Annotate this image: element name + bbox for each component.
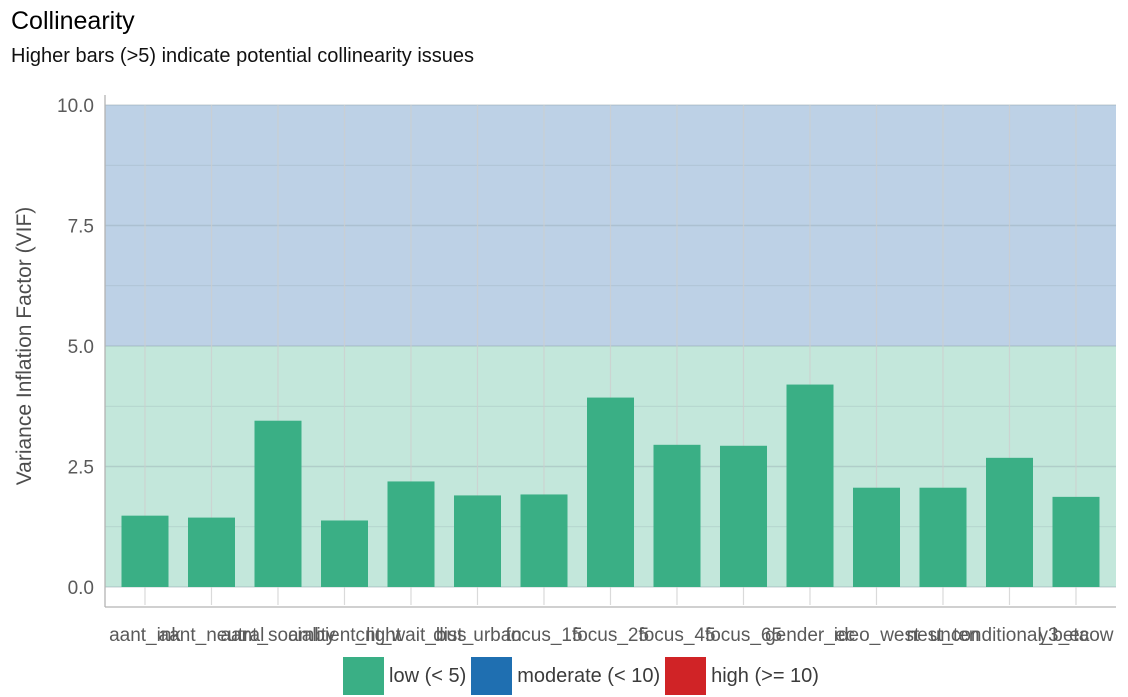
y-tick-labels: 0.0 2.5 5.0 7.5 10.0 xyxy=(57,96,94,599)
x-tick-label: focus_15 xyxy=(505,625,582,646)
bar-aant_neutral xyxy=(188,517,235,587)
x-tick-label: dist_urban xyxy=(433,625,522,646)
y-tick-label: 5.0 xyxy=(68,337,94,358)
bar-y3_ecow xyxy=(1052,496,1100,587)
x-tick-label: aant_ink xyxy=(109,625,181,646)
y-tick-label: 2.5 xyxy=(68,458,94,479)
bars xyxy=(121,384,1100,587)
bar-cnt_wait_bus xyxy=(387,481,435,587)
x-tick-label: aant_sociality xyxy=(220,625,336,646)
legend-swatch xyxy=(471,657,513,695)
y-axis-title: Variance Inflation Factor (VIF) xyxy=(13,207,36,486)
chart-subtitle: Higher bars (>5) indicate potential coll… xyxy=(11,45,475,67)
x-tick-label: cnt_wait_bus xyxy=(356,625,467,646)
bar-nest_ten xyxy=(919,487,967,587)
bar-aant_ink xyxy=(121,515,169,587)
y-tick-label: 0.0 xyxy=(68,578,94,599)
x-tick-label: y3_ecow xyxy=(1039,625,1114,646)
legend: low (< 5) moderate (< 10) high (>= 10) xyxy=(343,656,824,696)
x-tick-label: focus_25 xyxy=(572,625,649,646)
bar-focus_65 xyxy=(720,445,767,587)
bar-ideo_west xyxy=(853,487,900,587)
bar-ambient_light xyxy=(321,520,368,587)
x-tick-label: gender_ec xyxy=(765,625,855,646)
bar-focus_45 xyxy=(653,444,701,587)
chart-title: Collinearity xyxy=(11,7,135,35)
x-tick-label: aant_neutral xyxy=(159,625,265,646)
bar-unconditional_beta xyxy=(986,457,1033,587)
legend-label: low (< 5) xyxy=(389,664,467,687)
x-tick-label: focus_65 xyxy=(705,625,782,646)
legend-label: moderate (< 10) xyxy=(517,664,661,687)
legend-item-1: moderate (< 10) xyxy=(471,657,660,695)
y-tick-label: 10.0 xyxy=(57,96,94,117)
x-tick-label: focus_45 xyxy=(638,625,715,646)
y-tick-label: 7.5 xyxy=(68,217,94,238)
legend-swatch xyxy=(665,657,707,695)
x-tick-label: ideo_west xyxy=(834,625,920,646)
legend-item-2: high (>= 10) xyxy=(665,657,819,695)
legend-item-0: low (< 5) xyxy=(343,657,466,695)
x-tick-labels: aant_inkaant_neutralaant_socialityambien… xyxy=(109,625,1114,646)
bar-dist_urban xyxy=(454,495,501,587)
axes xyxy=(104,95,1116,608)
bar-focus_25 xyxy=(587,397,634,587)
legend-label: high (>= 10) xyxy=(711,664,819,687)
legend-swatch xyxy=(343,657,384,695)
vif-bar-chart: 0.0 2.5 5.0 7.5 10.0 aant_inkaant_neutralaan… xyxy=(13,95,1116,646)
x-tick-label: nest_ten xyxy=(907,625,980,646)
bar-gender_ec xyxy=(786,384,834,587)
x-tick-label: ambient_light xyxy=(288,625,402,646)
bar-focus_15 xyxy=(520,494,568,587)
x-tick-label: unconditional_beta xyxy=(930,625,1090,646)
bar-aant_sociality xyxy=(254,420,302,587)
